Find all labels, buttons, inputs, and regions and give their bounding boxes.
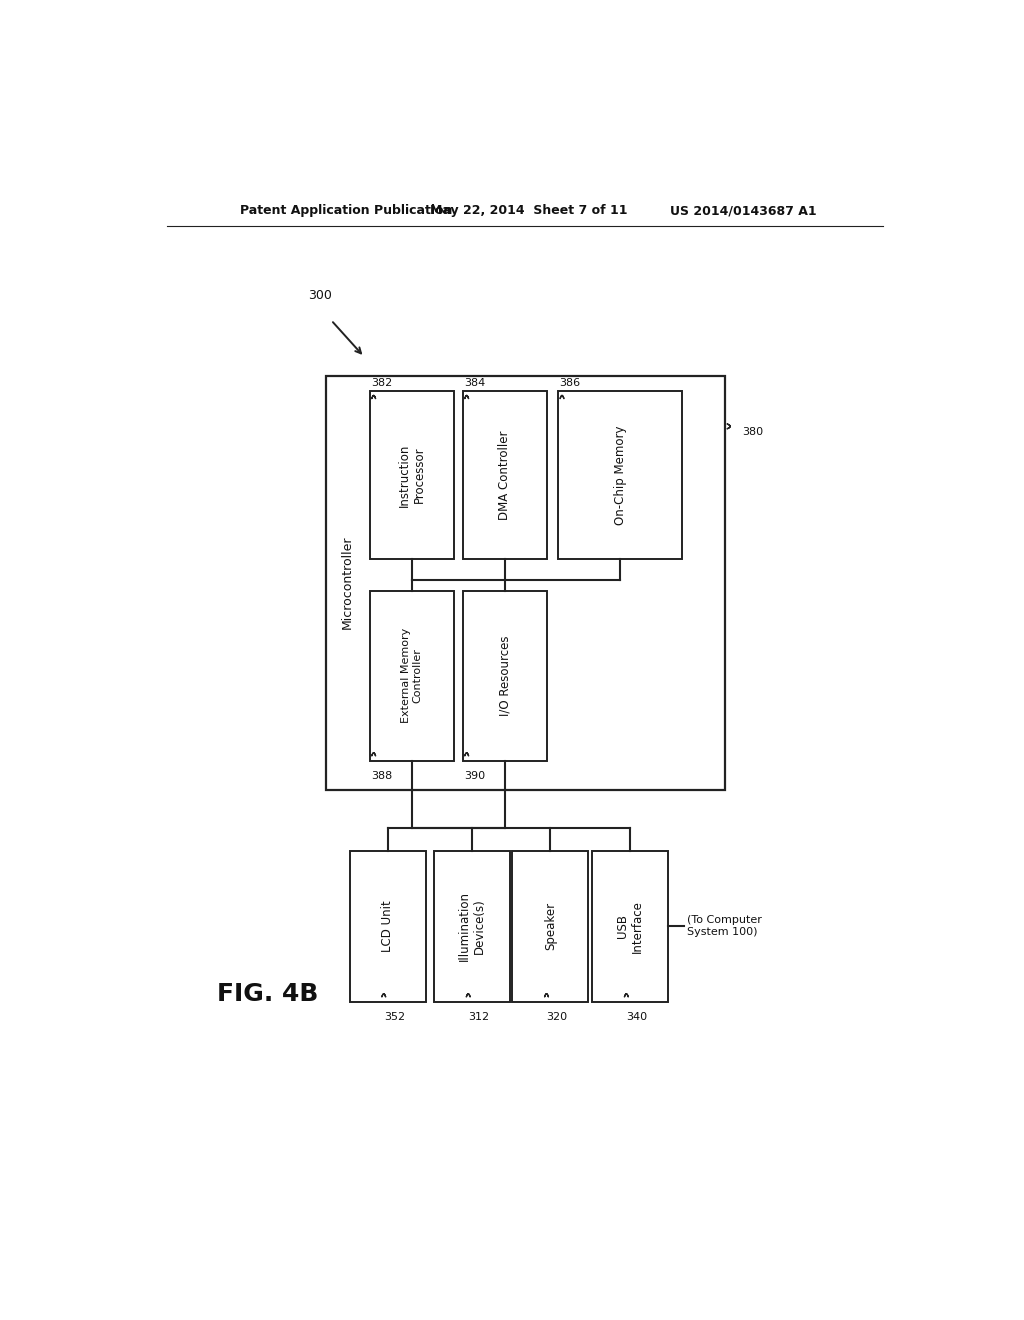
Text: 352: 352 bbox=[384, 1012, 404, 1022]
Text: Illumination
Device(s): Illumination Device(s) bbox=[458, 891, 486, 961]
Text: 386: 386 bbox=[560, 378, 581, 388]
Text: Speaker: Speaker bbox=[544, 902, 557, 950]
Bar bbox=[592, 851, 669, 1002]
Text: 390: 390 bbox=[464, 771, 485, 781]
Text: 380: 380 bbox=[741, 426, 763, 437]
Text: LCD Unit: LCD Unit bbox=[381, 900, 394, 952]
Bar bbox=[370, 391, 454, 558]
Bar bbox=[558, 391, 682, 558]
Text: 382: 382 bbox=[372, 378, 392, 388]
Text: USB
Interface: USB Interface bbox=[616, 900, 644, 953]
Bar bbox=[463, 391, 547, 558]
Text: US 2014/0143687 A1: US 2014/0143687 A1 bbox=[671, 205, 817, 218]
Text: FIG. 4B: FIG. 4B bbox=[217, 982, 318, 1006]
Text: 340: 340 bbox=[627, 1012, 647, 1022]
Bar bbox=[463, 591, 547, 760]
Bar bbox=[512, 851, 589, 1002]
Text: 312: 312 bbox=[468, 1012, 489, 1022]
Text: External Memory
Controller: External Memory Controller bbox=[400, 628, 423, 723]
Text: Instruction
Processor: Instruction Processor bbox=[397, 444, 426, 507]
Text: DMA Controller: DMA Controller bbox=[498, 430, 511, 520]
Text: 384: 384 bbox=[464, 378, 485, 388]
Text: 300: 300 bbox=[308, 289, 332, 302]
Text: 388: 388 bbox=[372, 771, 392, 781]
Text: Microcontroller: Microcontroller bbox=[341, 536, 354, 630]
Bar bbox=[434, 851, 510, 1002]
Text: 320: 320 bbox=[547, 1012, 567, 1022]
Text: (To Computer
System 100): (To Computer System 100) bbox=[687, 915, 762, 937]
Bar bbox=[326, 376, 725, 789]
Bar bbox=[370, 591, 454, 760]
Text: May 22, 2014  Sheet 7 of 11: May 22, 2014 Sheet 7 of 11 bbox=[430, 205, 628, 218]
Text: On-Chip Memory: On-Chip Memory bbox=[613, 425, 627, 524]
Bar bbox=[349, 851, 426, 1002]
Text: I/O Resources: I/O Resources bbox=[498, 636, 511, 715]
Text: Patent Application Publication: Patent Application Publication bbox=[241, 205, 453, 218]
